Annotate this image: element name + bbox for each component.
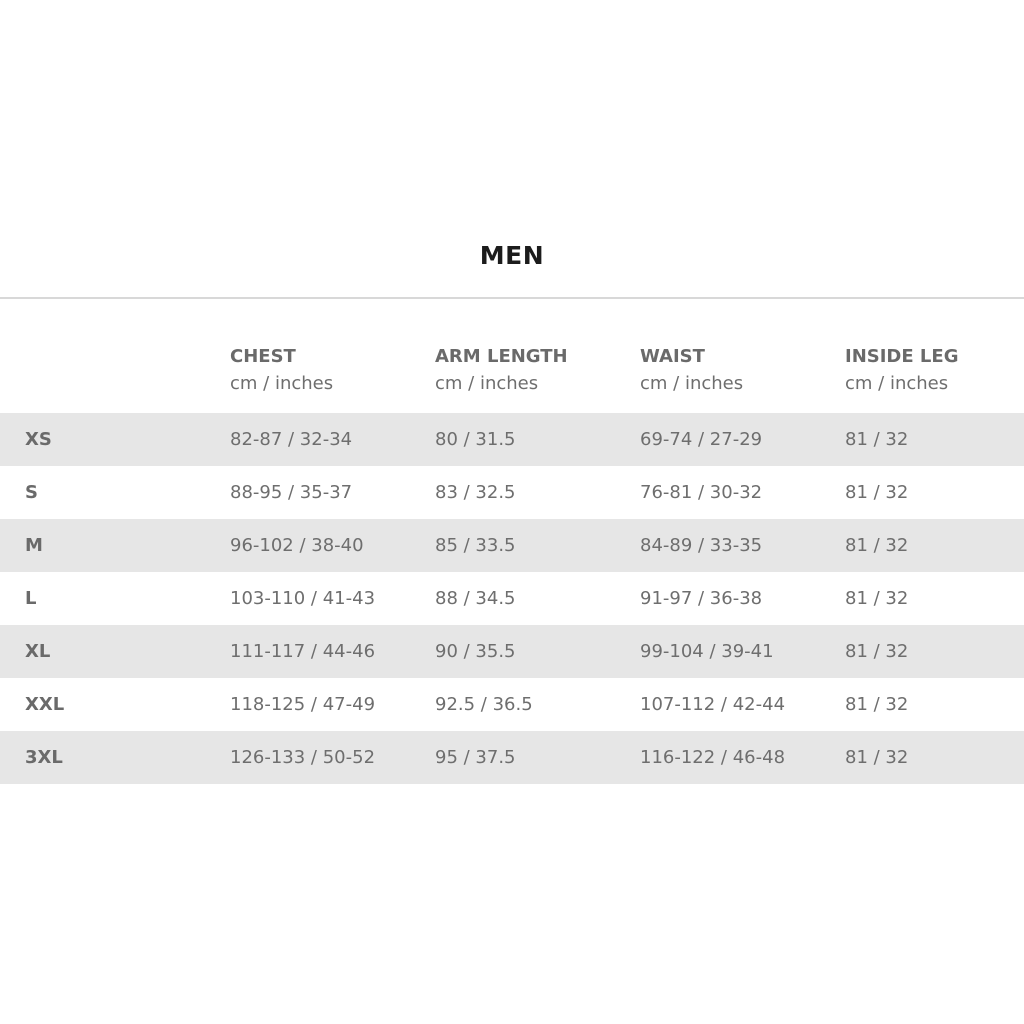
table-header: CHEST cm / inches ARM LENGTH cm / inches… <box>0 345 1024 405</box>
measurement-cell: 85 / 33.5 <box>435 535 516 556</box>
table-row: XL 111-117 / 44-46 90 / 35.5 99-104 / 39-41… <box>0 625 1024 678</box>
measurement-cell: 88-95 / 35-37 <box>230 482 353 503</box>
table-row: S 88-95 / 35-37 83 / 32.5 76-81 / 30-32 81 /… <box>0 466 1024 519</box>
size-label: 3XL <box>25 747 63 768</box>
measurement-cell: 126-133 / 50-52 <box>230 747 376 768</box>
size-label: L <box>25 588 37 609</box>
size-label: XL <box>25 641 51 662</box>
table-row: XS 82-87 / 32-34 80 / 31.5 69-74 / 27-29 81 … <box>0 413 1024 466</box>
measurement-cell: 92.5 / 36.5 <box>435 694 533 715</box>
column-unit: cm / inches <box>435 373 539 394</box>
size-label: M <box>25 535 43 556</box>
measurement-cell: 95 / 37.5 <box>435 747 516 768</box>
page-title: MEN <box>479 241 545 270</box>
divider <box>0 297 1024 299</box>
size-label: XXL <box>25 694 65 715</box>
column-header-arm-length: ARM LENGTH cm / inches <box>435 345 568 399</box>
measurement-cell: 103-110 / 41-43 <box>230 588 376 609</box>
size-label: S <box>25 482 38 503</box>
table-row: L 103-110 / 41-43 88 / 34.5 91-97 / 36-38 81… <box>0 572 1024 625</box>
size-table-body: XS 82-87 / 32-34 80 / 31.5 69-74 / 27-29 81 … <box>0 413 1024 784</box>
measurement-cell: 76-81 / 30-32 <box>640 482 763 503</box>
measurement-cell: 81 / 32 <box>845 535 909 556</box>
measurement-cell: 107-112 / 42-44 <box>640 694 786 715</box>
measurement-cell: 81 / 32 <box>845 482 909 503</box>
column-header-inside-leg: INSIDE LEG cm / inches <box>845 345 958 399</box>
column-name: CHEST <box>230 346 296 367</box>
measurement-cell: 83 / 32.5 <box>435 482 516 503</box>
column-header-waist: WAIST cm / inches <box>640 345 743 399</box>
measurement-cell: 81 / 32 <box>845 429 909 450</box>
measurement-cell: 80 / 31.5 <box>435 429 516 450</box>
size-label: XS <box>25 429 52 450</box>
column-unit: cm / inches <box>845 373 949 394</box>
measurement-cell: 96-102 / 38-40 <box>230 535 364 556</box>
column-name: ARM LENGTH <box>435 346 568 367</box>
column-name: INSIDE LEG <box>845 346 959 367</box>
measurement-cell: 81 / 32 <box>845 641 909 662</box>
measurement-cell: 118-125 / 47-49 <box>230 694 376 715</box>
measurement-cell: 81 / 32 <box>845 747 909 768</box>
measurement-cell: 81 / 32 <box>845 588 909 609</box>
measurement-cell: 81 / 32 <box>845 694 909 715</box>
measurement-cell: 69-74 / 27-29 <box>640 429 763 450</box>
column-header-chest: CHEST cm / inches <box>230 345 333 399</box>
measurement-cell: 116-122 / 46-48 <box>640 747 786 768</box>
column-unit: cm / inches <box>230 373 334 394</box>
column-unit: cm / inches <box>640 373 744 394</box>
table-row: M 96-102 / 38-40 85 / 33.5 84-89 / 33-35 81 … <box>0 519 1024 572</box>
table-row: 3XL 126-133 / 50-52 95 / 37.5 116-122 / 46-… <box>0 731 1024 784</box>
column-name: WAIST <box>640 346 705 367</box>
measurement-cell: 90 / 35.5 <box>435 641 516 662</box>
measurement-cell: 84-89 / 33-35 <box>640 535 763 556</box>
measurement-cell: 111-117 / 44-46 <box>230 641 376 662</box>
table-row: XXL 118-125 / 47-49 92.5 / 36.5 107-112 / 4… <box>0 678 1024 731</box>
measurement-cell: 91-97 / 36-38 <box>640 588 763 609</box>
measurement-cell: 82-87 / 32-34 <box>230 429 353 450</box>
measurement-cell: 99-104 / 39-41 <box>640 641 774 662</box>
measurement-cell: 88 / 34.5 <box>435 588 516 609</box>
